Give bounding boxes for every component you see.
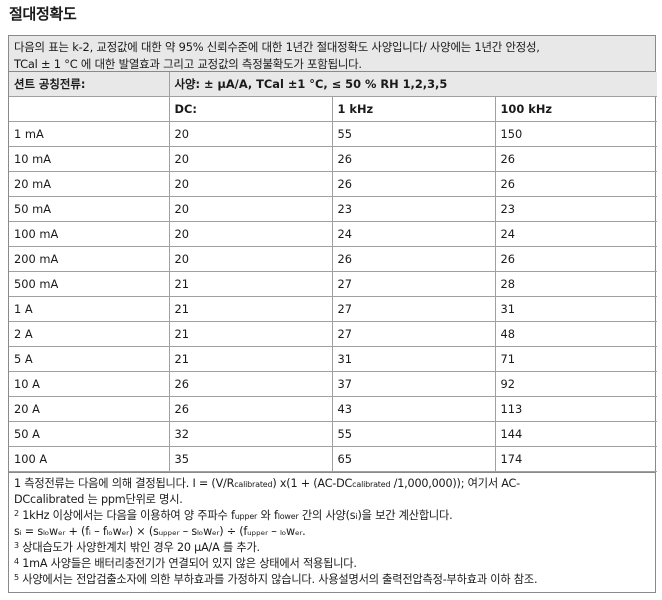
table-row: 1 mA 20 55 150 (9, 121, 658, 147)
table-row: 100 mA 20 24 24 (9, 221, 658, 247)
spec-value-cell: 21 (168, 271, 333, 297)
spec-value-cell: 31 (494, 296, 658, 322)
spec-value-cell: 37 (331, 371, 496, 397)
footnote-3: 3 상대습도가 사양한계치 밖인 경우 20 μA/A 를 추가. (14, 541, 260, 554)
spec-value-cell: 150 (494, 121, 658, 147)
table-row: 50 mA 20 23 23 (9, 196, 658, 222)
spec-value-cell: 26 (331, 246, 496, 272)
shunt-current-cell: 20 A (9, 396, 170, 422)
table-row: 10 mA 20 26 26 (9, 146, 658, 172)
spec-frame: 다음의 표는 k-2, 교정값에 대한 약 95% 신뢰수준에 대한 1년간 절… (8, 35, 658, 593)
spec-label: 사양: ± μA/A, TCal ±1 °C, ≤ 50 % RH 1,2,3,… (168, 72, 658, 97)
shunt-label: 션트 공칭전류: (9, 72, 170, 97)
spec-value-cell: 26 (494, 146, 658, 172)
footnote-1-cont: DCcalibrated 는 ppm단위로 명시. (14, 493, 183, 506)
footnote-1: 1 측정전류는 다음에 의해 결정됩니다. I = (V/Rcalibrated… (14, 477, 520, 490)
shunt-current-cell: 2 A (9, 321, 170, 347)
spec-value-cell: 26 (494, 246, 658, 272)
spec-value-cell: 26 (494, 171, 658, 197)
spec-value-cell: 55 (331, 121, 496, 147)
shunt-current-cell: 5 A (9, 346, 170, 372)
spec-value-cell: 20 (168, 196, 333, 222)
spec-value-cell: 26 (168, 396, 333, 422)
spec-value-cell: 113 (494, 396, 658, 422)
intro-line-2: TCal ± 1 °C 에 대한 발열효과 그리고 교정값의 측정불확도가 포함… (14, 57, 362, 71)
column-header-100khz: 100 kHz (494, 96, 658, 122)
shunt-current-cell: 100 mA (9, 221, 170, 247)
column-header-1khz: 1 kHz (331, 96, 496, 122)
spec-value-cell: 27 (331, 296, 496, 322)
spec-value-cell: 20 (168, 121, 333, 147)
shunt-current-cell: 1 mA (9, 121, 170, 147)
table-row: 100 A 35 65 174 (9, 446, 658, 472)
column-header-row: DC: 1 kHz 100 kHz (9, 96, 658, 122)
spec-value-cell: 55 (331, 421, 496, 447)
spec-value-cell: 23 (331, 196, 496, 222)
shunt-current-cell: 50 mA (9, 196, 170, 222)
table-row: 1 A 21 27 31 (9, 296, 658, 322)
footnote-5: 5 사양에서는 전압검출소자에 의한 부하효과를 가정하지 않습니다. 사용설명… (14, 573, 538, 586)
spec-value-cell: 71 (494, 346, 658, 372)
footnotes: 1 측정전류는 다음에 의해 결정됩니다. I = (V/Rcalibrated… (9, 472, 655, 592)
spec-value-cell: 26 (168, 371, 333, 397)
spec-value-cell: 23 (494, 196, 658, 222)
spec-value-cell: 32 (168, 421, 333, 447)
spec-value-cell: 144 (494, 421, 658, 447)
spec-value-cell: 20 (168, 246, 333, 272)
intro-line-1: 다음의 표는 k-2, 교정값에 대한 약 95% 신뢰수준에 대한 1년간 절… (14, 40, 540, 54)
spec-value-cell: 24 (494, 221, 658, 247)
spec-value-cell: 21 (168, 296, 333, 322)
shunt-current-cell: 20 mA (9, 171, 170, 197)
table-row: 20 mA 20 26 26 (9, 171, 658, 197)
shunt-current-cell: 50 A (9, 421, 170, 447)
table-row: 5 A 21 31 71 (9, 346, 658, 372)
spec-value-cell: 28 (494, 271, 658, 297)
shunt-current-cell: 10 A (9, 371, 170, 397)
table-row: 20 A 26 43 113 (9, 396, 658, 422)
shunt-current-cell: 500 mA (9, 271, 170, 297)
spec-value-cell: 20 (168, 221, 333, 247)
intro-text: 다음의 표는 k-2, 교정값에 대한 약 95% 신뢰수준에 대한 1년간 절… (9, 36, 655, 72)
column-header-dc: DC: (168, 96, 333, 122)
table-row: 200 mA 20 26 26 (9, 246, 658, 272)
accuracy-table: 션트 공칭전류: 사양: ± μA/A, TCal ±1 °C, ≤ 50 % … (9, 72, 658, 472)
shunt-current-cell: 200 mA (9, 246, 170, 272)
shunt-current-cell: 1 A (9, 296, 170, 322)
column-header-blank (9, 96, 170, 122)
shunt-current-cell: 100 A (9, 446, 170, 472)
interpolation-formula: sᵢ = sₗₒwₑᵣ + (fᵢ – fₗₒwₑᵣ) × (sᵤₚₚₑᵣ – … (14, 525, 306, 538)
spec-value-cell: 92 (494, 371, 658, 397)
spec-value-cell: 27 (331, 321, 496, 347)
spec-value-cell: 35 (168, 446, 333, 472)
spec-value-cell: 31 (331, 346, 496, 372)
shunt-current-cell: 10 mA (9, 146, 170, 172)
spec-value-cell: 27 (331, 271, 496, 297)
spec-value-cell: 24 (331, 221, 496, 247)
spec-value-cell: 26 (331, 171, 496, 197)
table-row: 50 A 32 55 144 (9, 421, 658, 447)
spec-value-cell: 65 (331, 446, 496, 472)
footnote-4: 4 1mA 사양들은 배터리충전기가 연결되어 있지 않은 상태에서 적용됩니다… (14, 557, 357, 570)
spec-value-cell: 43 (331, 396, 496, 422)
spec-value-cell: 26 (331, 146, 496, 172)
spec-value-cell: 48 (494, 321, 658, 347)
spec-value-cell: 21 (168, 346, 333, 372)
spec-value-cell: 20 (168, 171, 333, 197)
footnote-2: 2 1kHz 이상에서는 다음을 이용하여 양 주파수 fupper 와 flo… (14, 509, 453, 522)
page-title: 절대정확도 (9, 5, 77, 23)
table-row: 10 A 26 37 92 (9, 371, 658, 397)
table-row: 500 mA 21 27 28 (9, 271, 658, 297)
spec-value-cell: 21 (168, 321, 333, 347)
spec-value-cell: 20 (168, 146, 333, 172)
spec-value-cell: 174 (494, 446, 658, 472)
table-row: 2 A 21 27 48 (9, 321, 658, 347)
spec-row: 션트 공칭전류: 사양: ± μA/A, TCal ±1 °C, ≤ 50 % … (9, 72, 658, 97)
